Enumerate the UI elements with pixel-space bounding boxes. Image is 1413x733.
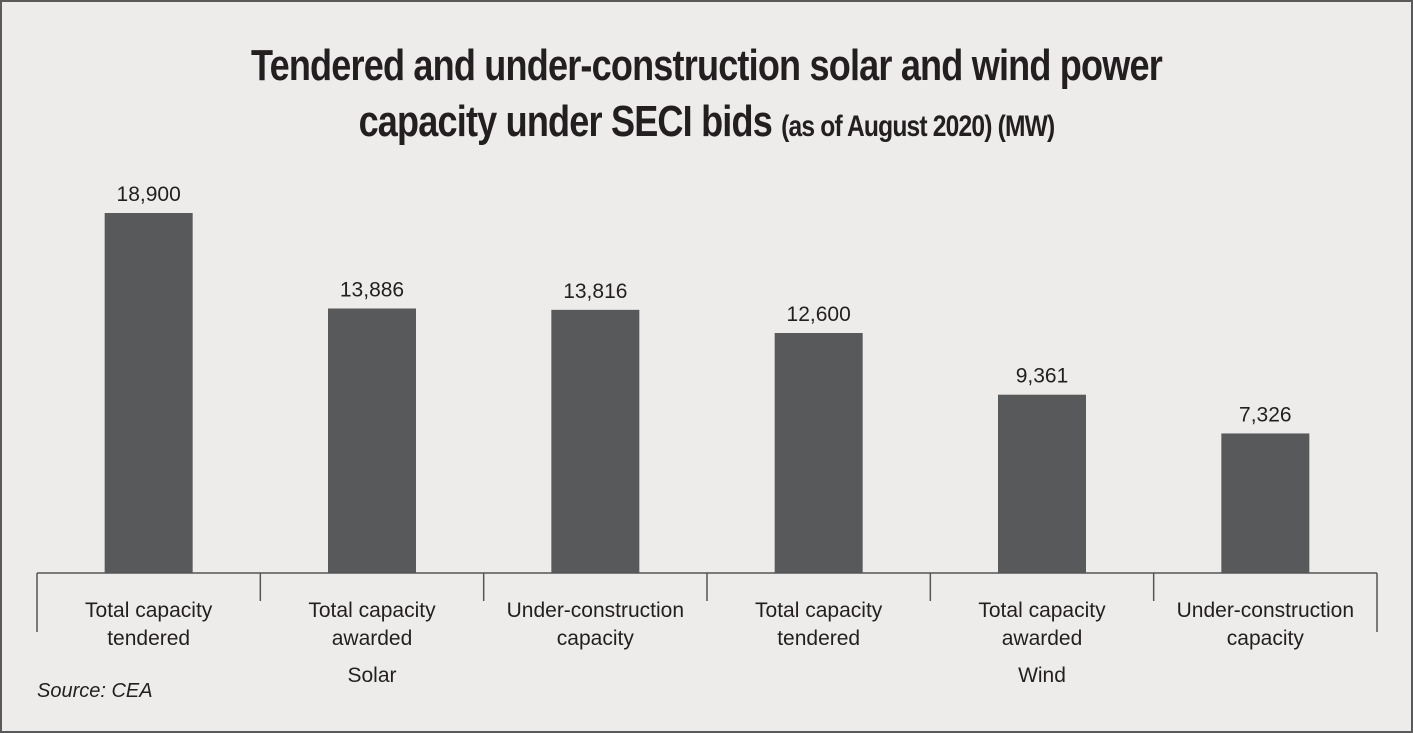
category-label: Total capacity: [85, 599, 213, 622]
title-suffix: (as of August 2020) (MW): [781, 110, 1055, 143]
data-label: 7,326: [1239, 403, 1292, 426]
category-label: capacity: [557, 627, 635, 650]
group-label: Solar: [347, 664, 396, 687]
category-label: capacity: [1227, 627, 1305, 650]
bar: [104, 213, 193, 573]
category-label: awarded: [1002, 627, 1083, 650]
data-label: 13,886: [340, 279, 404, 302]
group-label: Wind: [1018, 664, 1066, 687]
source-note: Source: CEA: [37, 680, 153, 702]
bar: [1221, 433, 1310, 573]
data-label: 18,900: [117, 183, 181, 206]
bar: [551, 309, 640, 573]
category-label: Total capacity: [978, 599, 1106, 622]
bar: [328, 308, 416, 573]
category-label: Under-construction: [1177, 599, 1354, 622]
data-label: 13,816: [563, 280, 627, 303]
category-label: tendered: [107, 627, 190, 650]
category-label: Total capacity: [308, 599, 436, 622]
bar: [998, 394, 1086, 573]
title-line-1: Tendered and under-construction solar an…: [251, 41, 1163, 90]
category-label: tendered: [777, 627, 860, 650]
category-label: Under-construction: [507, 599, 684, 622]
bar: [774, 333, 863, 573]
data-label: 12,600: [787, 303, 851, 326]
category-label: Total capacity: [755, 599, 883, 622]
title-line-2: capacity under SECI bids: [358, 97, 773, 146]
category-label: awarded: [332, 627, 413, 650]
chart-title: Tendered and under-construction solar an…: [127, 38, 1286, 155]
data-label: 9,361: [1016, 365, 1069, 388]
